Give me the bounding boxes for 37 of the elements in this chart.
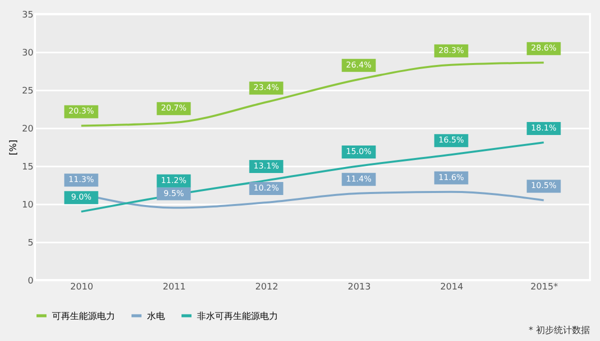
data-label: 23.4%: [254, 83, 280, 92]
data-label: 26.4%: [346, 60, 372, 70]
y-tick-label: 10: [22, 200, 34, 210]
data-label: 20.7%: [161, 104, 187, 113]
data-label: 9.0%: [71, 192, 92, 202]
y-tick-label: 30: [22, 48, 34, 58]
data-label: 10.2%: [254, 183, 280, 192]
data-label: 11.2%: [161, 176, 187, 185]
data-label: 9.5%: [164, 188, 184, 198]
x-tick-label: 2011: [162, 282, 186, 292]
legend-label: 水电: [147, 310, 165, 322]
legend-label: 可再生能源电力: [52, 310, 115, 322]
data-label: 18.1%: [531, 123, 557, 132]
y-tick-label: 25: [22, 86, 34, 96]
y-tick-label: 0: [28, 276, 34, 286]
text: * 初步统计数据: [528, 325, 590, 336]
data-label: 11.3%: [68, 175, 94, 184]
data-label: 10.5%: [531, 181, 557, 190]
data-label: 28.6%: [531, 44, 557, 53]
y-tick-label: 5: [28, 238, 34, 248]
x-tick-label: 2010: [70, 282, 94, 292]
y-tick-label: 20: [22, 124, 34, 134]
data-label: 28.3%: [438, 46, 464, 55]
data-label: 15.0%: [346, 147, 372, 156]
x-tick-label: 2014: [440, 282, 464, 292]
data-label: 13.1%: [254, 161, 280, 170]
data-label: 11.6%: [438, 172, 464, 182]
data-label: 16.5%: [438, 136, 464, 145]
x-tick-label: 2012: [255, 282, 278, 292]
y-tick-label: 35: [22, 10, 34, 20]
x-tick-label: 2015*: [530, 282, 558, 292]
y-axis-title: [%]: [9, 140, 20, 156]
data-label: 11.4%: [346, 174, 372, 184]
y-tick-label: 15: [22, 162, 34, 172]
x-tick-label: 2013: [348, 282, 371, 292]
legend-label: 非水可再生能源电力: [197, 310, 278, 322]
data-label: 20.3%: [68, 106, 94, 116]
